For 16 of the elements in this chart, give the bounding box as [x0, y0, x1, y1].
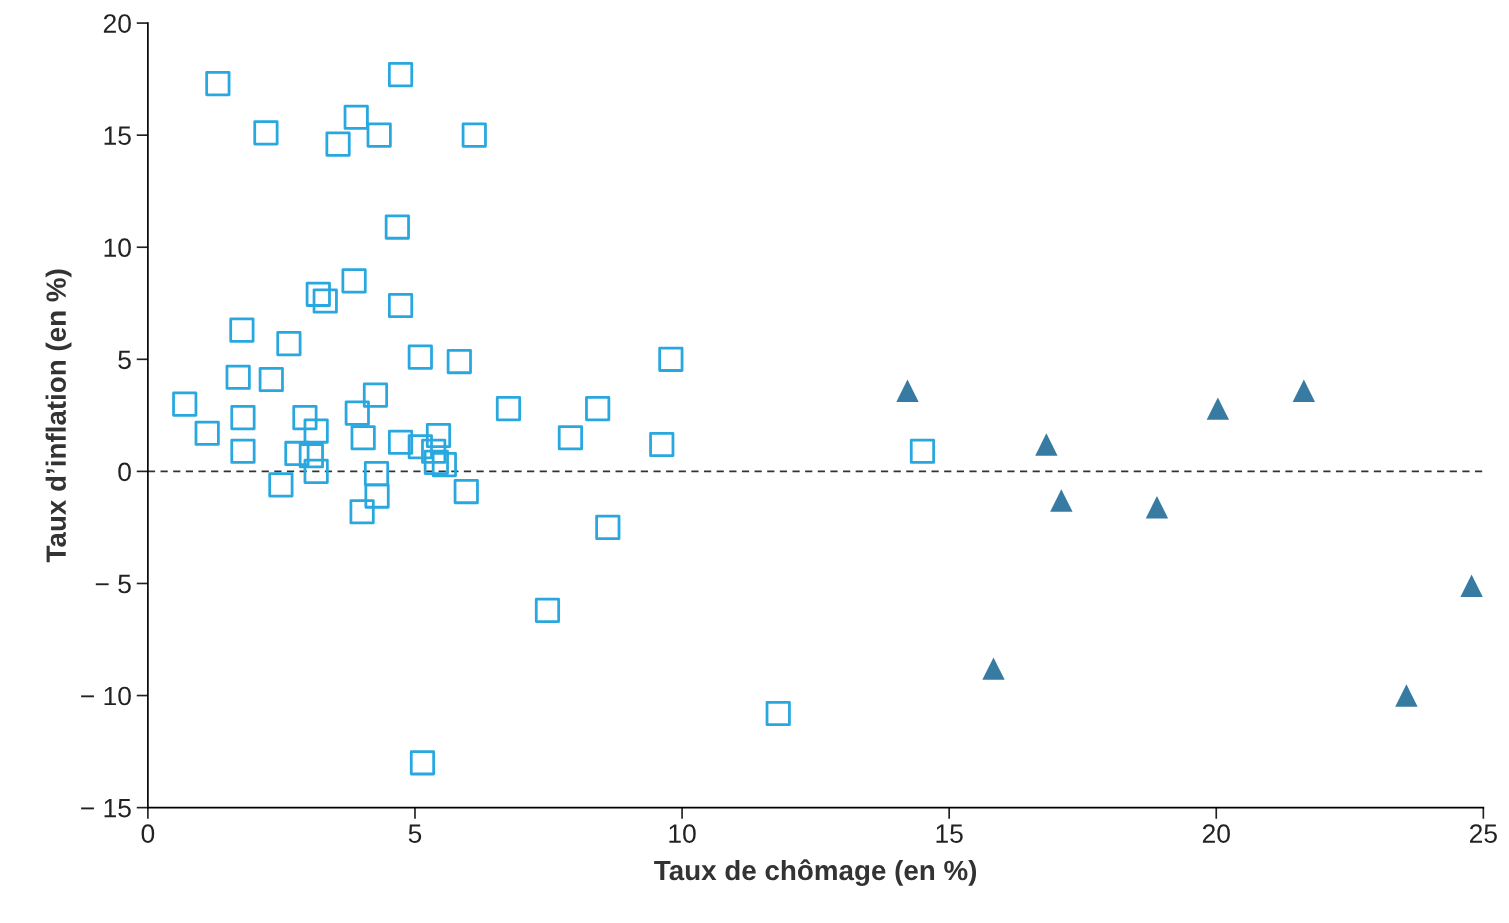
x-axis-title: Taux de chômage (en %)	[654, 859, 977, 886]
y-tick-label: 15	[104, 126, 131, 145]
x-tick-label: 20	[1202, 824, 1230, 843]
x-tick-label: 5	[408, 824, 422, 843]
y-tick-label: 5	[118, 350, 131, 370]
y-tick-label: 0	[118, 462, 131, 482]
x-tick-label: 10	[669, 824, 696, 843]
y-axis-title: Taux d’inflation (en %)	[45, 269, 72, 563]
x-tick-label: 25	[1470, 824, 1497, 843]
y-tick-label: − 10	[81, 686, 131, 706]
x-tick-label: 0	[141, 824, 155, 843]
y-tick-label: 10	[104, 238, 131, 258]
y-tick-label: 20	[103, 14, 131, 33]
x-tick-label: 15	[936, 824, 963, 843]
y-tick-label: − 15	[81, 799, 131, 818]
y-tick-label: − 5	[95, 574, 131, 594]
